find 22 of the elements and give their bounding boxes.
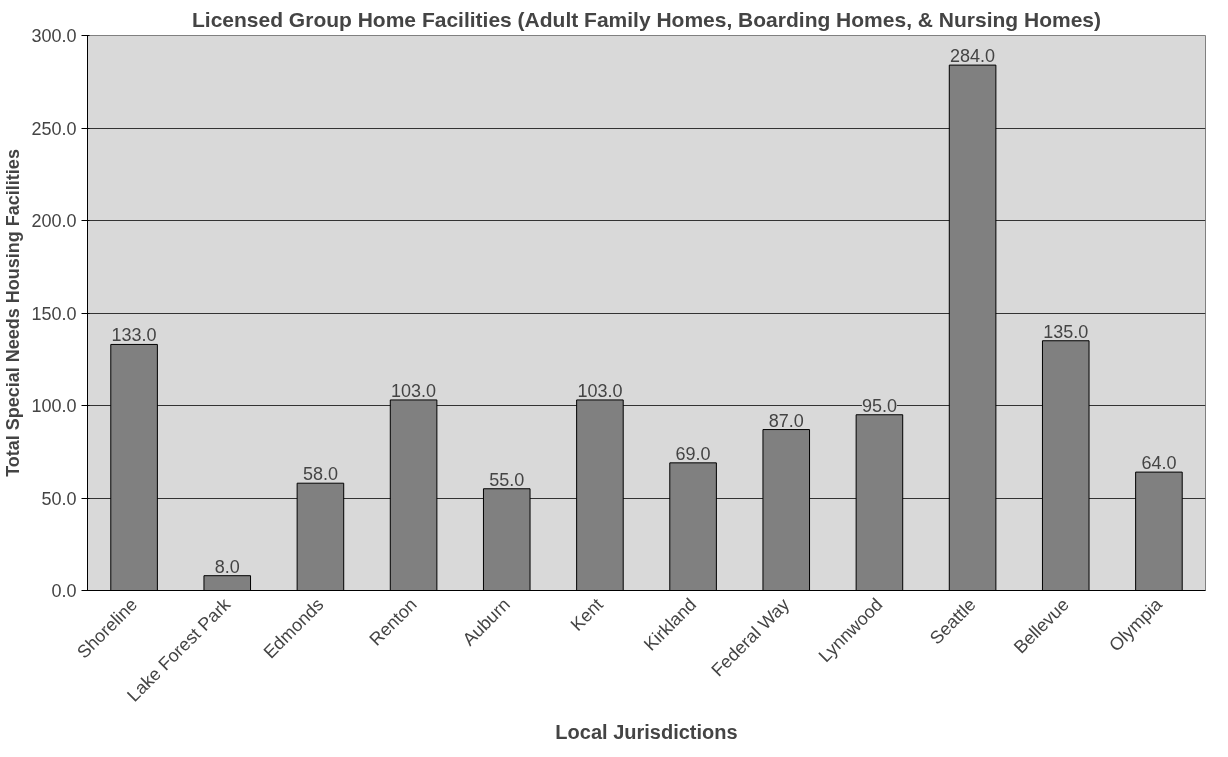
data-label: 55.0 — [489, 469, 525, 490]
data-label: 69.0 — [675, 443, 711, 464]
data-label: 133.0 — [111, 325, 157, 346]
y-tick-label: 150.0 — [31, 303, 77, 324]
y-axis-title: Total Special Needs Housing Facilities — [3, 149, 24, 477]
y-tick-label: 200.0 — [31, 211, 77, 231]
data-label: 135.0 — [1043, 321, 1089, 342]
data-label: 58.0 — [302, 464, 338, 485]
data-label: 103.0 — [391, 380, 437, 401]
data-label: 103.0 — [577, 380, 623, 401]
data-label: 87.0 — [768, 410, 804, 431]
data-label: 64.0 — [1141, 453, 1177, 474]
data-label: 95.0 — [861, 395, 897, 416]
y-tick-label: 300.0 — [31, 26, 77, 46]
data-label: 8.0 — [214, 556, 240, 577]
chart-title: Licensed Group Home Facilities (Adult Family Homes, Boarding Homes, & Nursing Homes) — [192, 7, 1102, 31]
x-axis-title: Local Jurisdictions — [555, 720, 738, 743]
data-label: 284.0 — [950, 46, 996, 67]
y-tick-label: 0.0 — [51, 581, 77, 601]
y-tick-label: 50.0 — [41, 488, 77, 509]
y-tick-label: 250.0 — [31, 118, 77, 139]
y-tick-label: 100.0 — [31, 396, 77, 416]
